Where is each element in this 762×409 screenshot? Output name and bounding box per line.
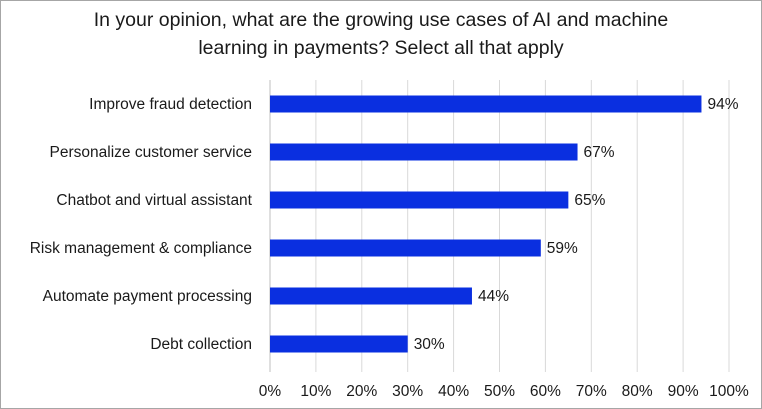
- category-label: Debt collection: [150, 336, 252, 353]
- x-tick-label: 20%: [346, 383, 377, 400]
- chart-title-line-1: In your opinion, what are the growing us…: [93, 9, 669, 31]
- category-label: Personalize customer service: [50, 144, 252, 161]
- bar: [270, 143, 578, 161]
- bar: [270, 287, 472, 305]
- x-tick-label: 0%: [259, 383, 282, 400]
- category-labels: Improve fraud detection Personalize custo…: [30, 96, 253, 353]
- x-tick-label: 40%: [438, 383, 469, 400]
- category-label: Chatbot and virtual assistant: [56, 192, 252, 209]
- bar: [270, 239, 541, 257]
- x-tick-labels: 0% 10% 20% 30% 40% 50% 60% 70% 80% 90% 100%: [259, 383, 749, 400]
- x-tick-label: 30%: [392, 383, 423, 400]
- x-tick-label: 80%: [622, 383, 653, 400]
- x-tick-label: 60%: [530, 383, 561, 400]
- value-labels: 94% 67% 65% 59% 44% 30%: [414, 96, 739, 353]
- value-label: 44%: [478, 288, 509, 305]
- category-label: Automate payment processing: [43, 288, 252, 305]
- gridlines: [315, 80, 730, 372]
- chart-title-line-2: learning in payments? Select all that ap…: [198, 37, 564, 59]
- category-label: Risk management & compliance: [30, 240, 252, 257]
- category-label: Improve fraud detection: [89, 96, 252, 113]
- x-tick-label: 10%: [300, 383, 331, 400]
- bar: [270, 335, 408, 353]
- value-label: 30%: [414, 336, 445, 353]
- value-label: 65%: [574, 192, 605, 209]
- x-tick-label: 70%: [576, 383, 607, 400]
- value-label: 94%: [707, 96, 738, 113]
- x-tick-label: 100%: [709, 383, 749, 400]
- bar: [270, 95, 702, 113]
- value-label: 67%: [584, 144, 615, 161]
- x-tick-label: 90%: [668, 383, 699, 400]
- bar: [270, 191, 569, 209]
- chart-title: In your opinion, what are the growing us…: [0, 6, 762, 62]
- value-label: 59%: [547, 240, 578, 257]
- bars: [270, 95, 702, 353]
- x-tick-label: 50%: [484, 383, 515, 400]
